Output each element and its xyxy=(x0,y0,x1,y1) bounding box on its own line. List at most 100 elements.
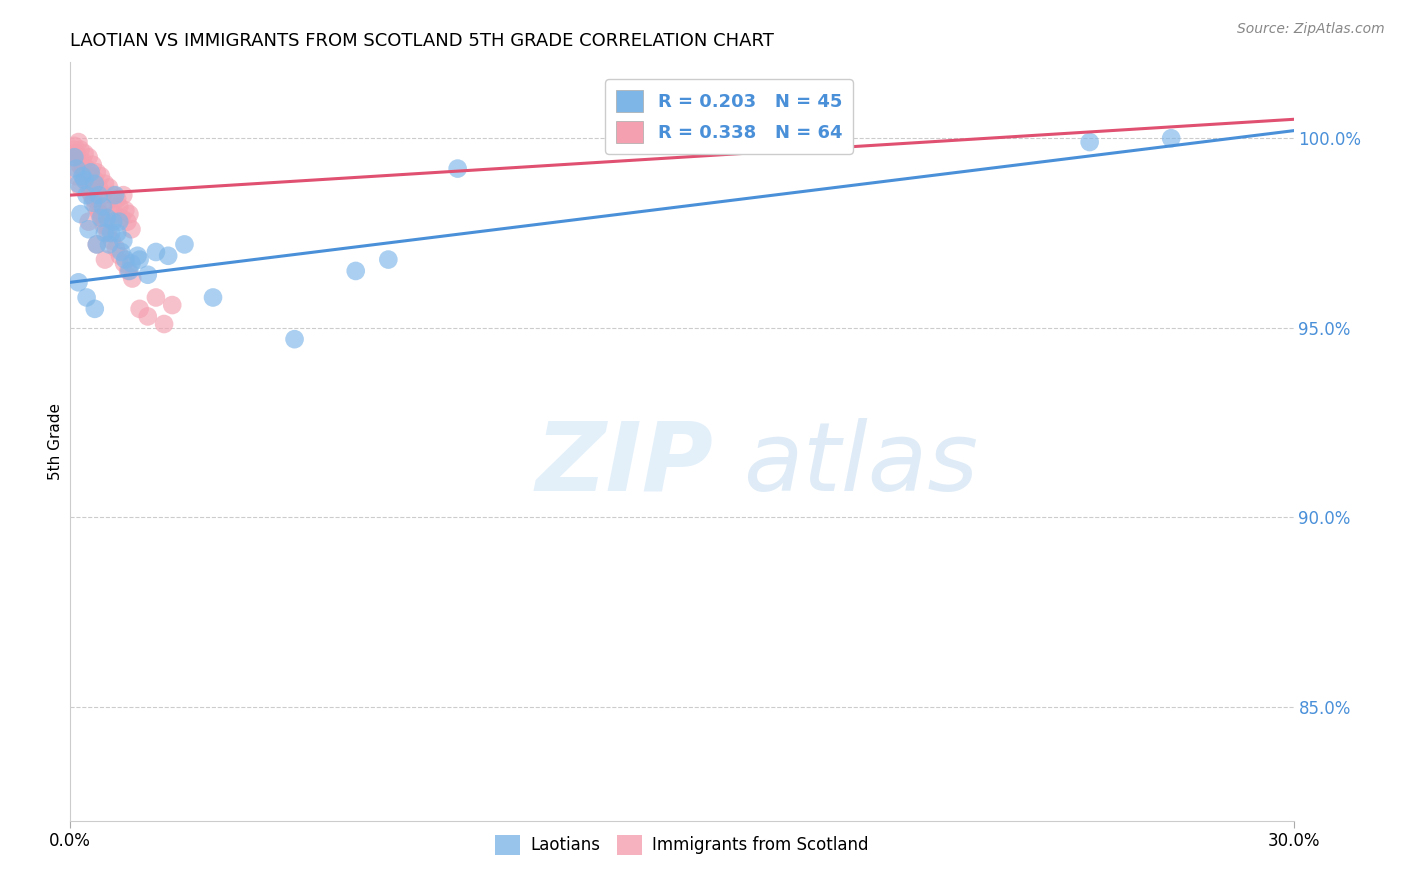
Point xyxy=(82,195,104,210)
Point xyxy=(104,207,127,221)
Point xyxy=(69,207,91,221)
Point xyxy=(67,158,90,172)
Point xyxy=(67,177,90,191)
Point xyxy=(66,154,89,169)
Point xyxy=(110,245,132,260)
Point xyxy=(114,203,136,218)
Legend: Laotians, Immigrants from Scotland: Laotians, Immigrants from Scotland xyxy=(489,828,875,862)
Point xyxy=(104,188,127,202)
Point xyxy=(157,249,180,263)
Point xyxy=(83,177,105,191)
Point xyxy=(284,332,307,346)
Point xyxy=(108,249,131,263)
Point xyxy=(75,173,97,187)
Point xyxy=(67,135,90,149)
Point xyxy=(63,150,86,164)
Point xyxy=(76,161,98,176)
Point xyxy=(128,301,150,316)
Point xyxy=(118,207,141,221)
Point xyxy=(93,219,115,233)
Point xyxy=(82,158,104,172)
Point xyxy=(79,165,103,179)
Point xyxy=(76,177,98,191)
Point xyxy=(73,173,96,187)
Point xyxy=(83,192,105,206)
Point xyxy=(87,188,110,202)
Point xyxy=(83,301,105,316)
Point xyxy=(101,188,124,202)
Point xyxy=(105,226,128,240)
Point xyxy=(121,222,143,236)
Point xyxy=(97,226,120,240)
Point xyxy=(65,169,87,184)
Point xyxy=(84,200,107,214)
Point xyxy=(105,192,128,206)
Point xyxy=(76,291,98,305)
Point xyxy=(87,180,110,194)
Point xyxy=(98,237,121,252)
Point xyxy=(344,264,367,278)
Point xyxy=(77,150,100,164)
Point xyxy=(72,169,94,184)
Point xyxy=(94,177,117,191)
Point xyxy=(90,211,112,225)
Point xyxy=(100,226,122,240)
Point xyxy=(72,169,94,184)
Point xyxy=(1160,131,1182,145)
Point xyxy=(112,188,135,202)
Point xyxy=(104,241,127,255)
Point xyxy=(89,207,111,221)
Point xyxy=(73,146,96,161)
Point xyxy=(65,146,87,161)
Point xyxy=(117,215,139,229)
Point xyxy=(91,211,114,225)
Point xyxy=(76,188,98,202)
Point xyxy=(79,185,101,199)
Point xyxy=(100,203,122,218)
Point xyxy=(108,200,131,214)
Point xyxy=(94,252,117,267)
Point xyxy=(79,169,103,184)
Point xyxy=(112,256,135,270)
Point xyxy=(96,211,118,225)
Point xyxy=(63,139,86,153)
Point xyxy=(86,237,108,252)
Point xyxy=(127,249,149,263)
Point xyxy=(101,215,124,229)
Point xyxy=(65,161,87,176)
Point xyxy=(70,161,93,176)
Point xyxy=(1078,135,1101,149)
Point xyxy=(90,169,112,184)
Point xyxy=(91,200,114,214)
Text: ZIP: ZIP xyxy=(536,417,713,511)
Point xyxy=(128,252,150,267)
Point xyxy=(60,150,83,164)
Point xyxy=(121,256,143,270)
Point xyxy=(72,154,94,169)
Point xyxy=(77,215,100,229)
Text: atlas: atlas xyxy=(744,417,979,511)
Point xyxy=(63,146,86,161)
Text: Source: ZipAtlas.com: Source: ZipAtlas.com xyxy=(1237,22,1385,37)
Text: LAOTIAN VS IMMIGRANTS FROM SCOTLAND 5TH GRADE CORRELATION CHART: LAOTIAN VS IMMIGRANTS FROM SCOTLAND 5TH … xyxy=(70,32,775,50)
Point xyxy=(136,310,159,324)
Point xyxy=(117,264,139,278)
Point xyxy=(94,226,117,240)
Point xyxy=(118,264,141,278)
Point xyxy=(112,234,135,248)
Point xyxy=(162,298,183,312)
Point xyxy=(83,173,105,187)
Point xyxy=(136,268,159,282)
Point xyxy=(96,219,118,233)
Point xyxy=(101,234,124,248)
Point xyxy=(62,143,84,157)
Point xyxy=(86,165,108,179)
Point xyxy=(447,161,470,176)
Point xyxy=(173,237,195,252)
Y-axis label: 5th Grade: 5th Grade xyxy=(48,403,63,480)
Point xyxy=(202,291,225,305)
Point xyxy=(69,143,91,157)
Point xyxy=(145,245,167,260)
Point xyxy=(114,252,136,267)
Point xyxy=(77,222,100,236)
